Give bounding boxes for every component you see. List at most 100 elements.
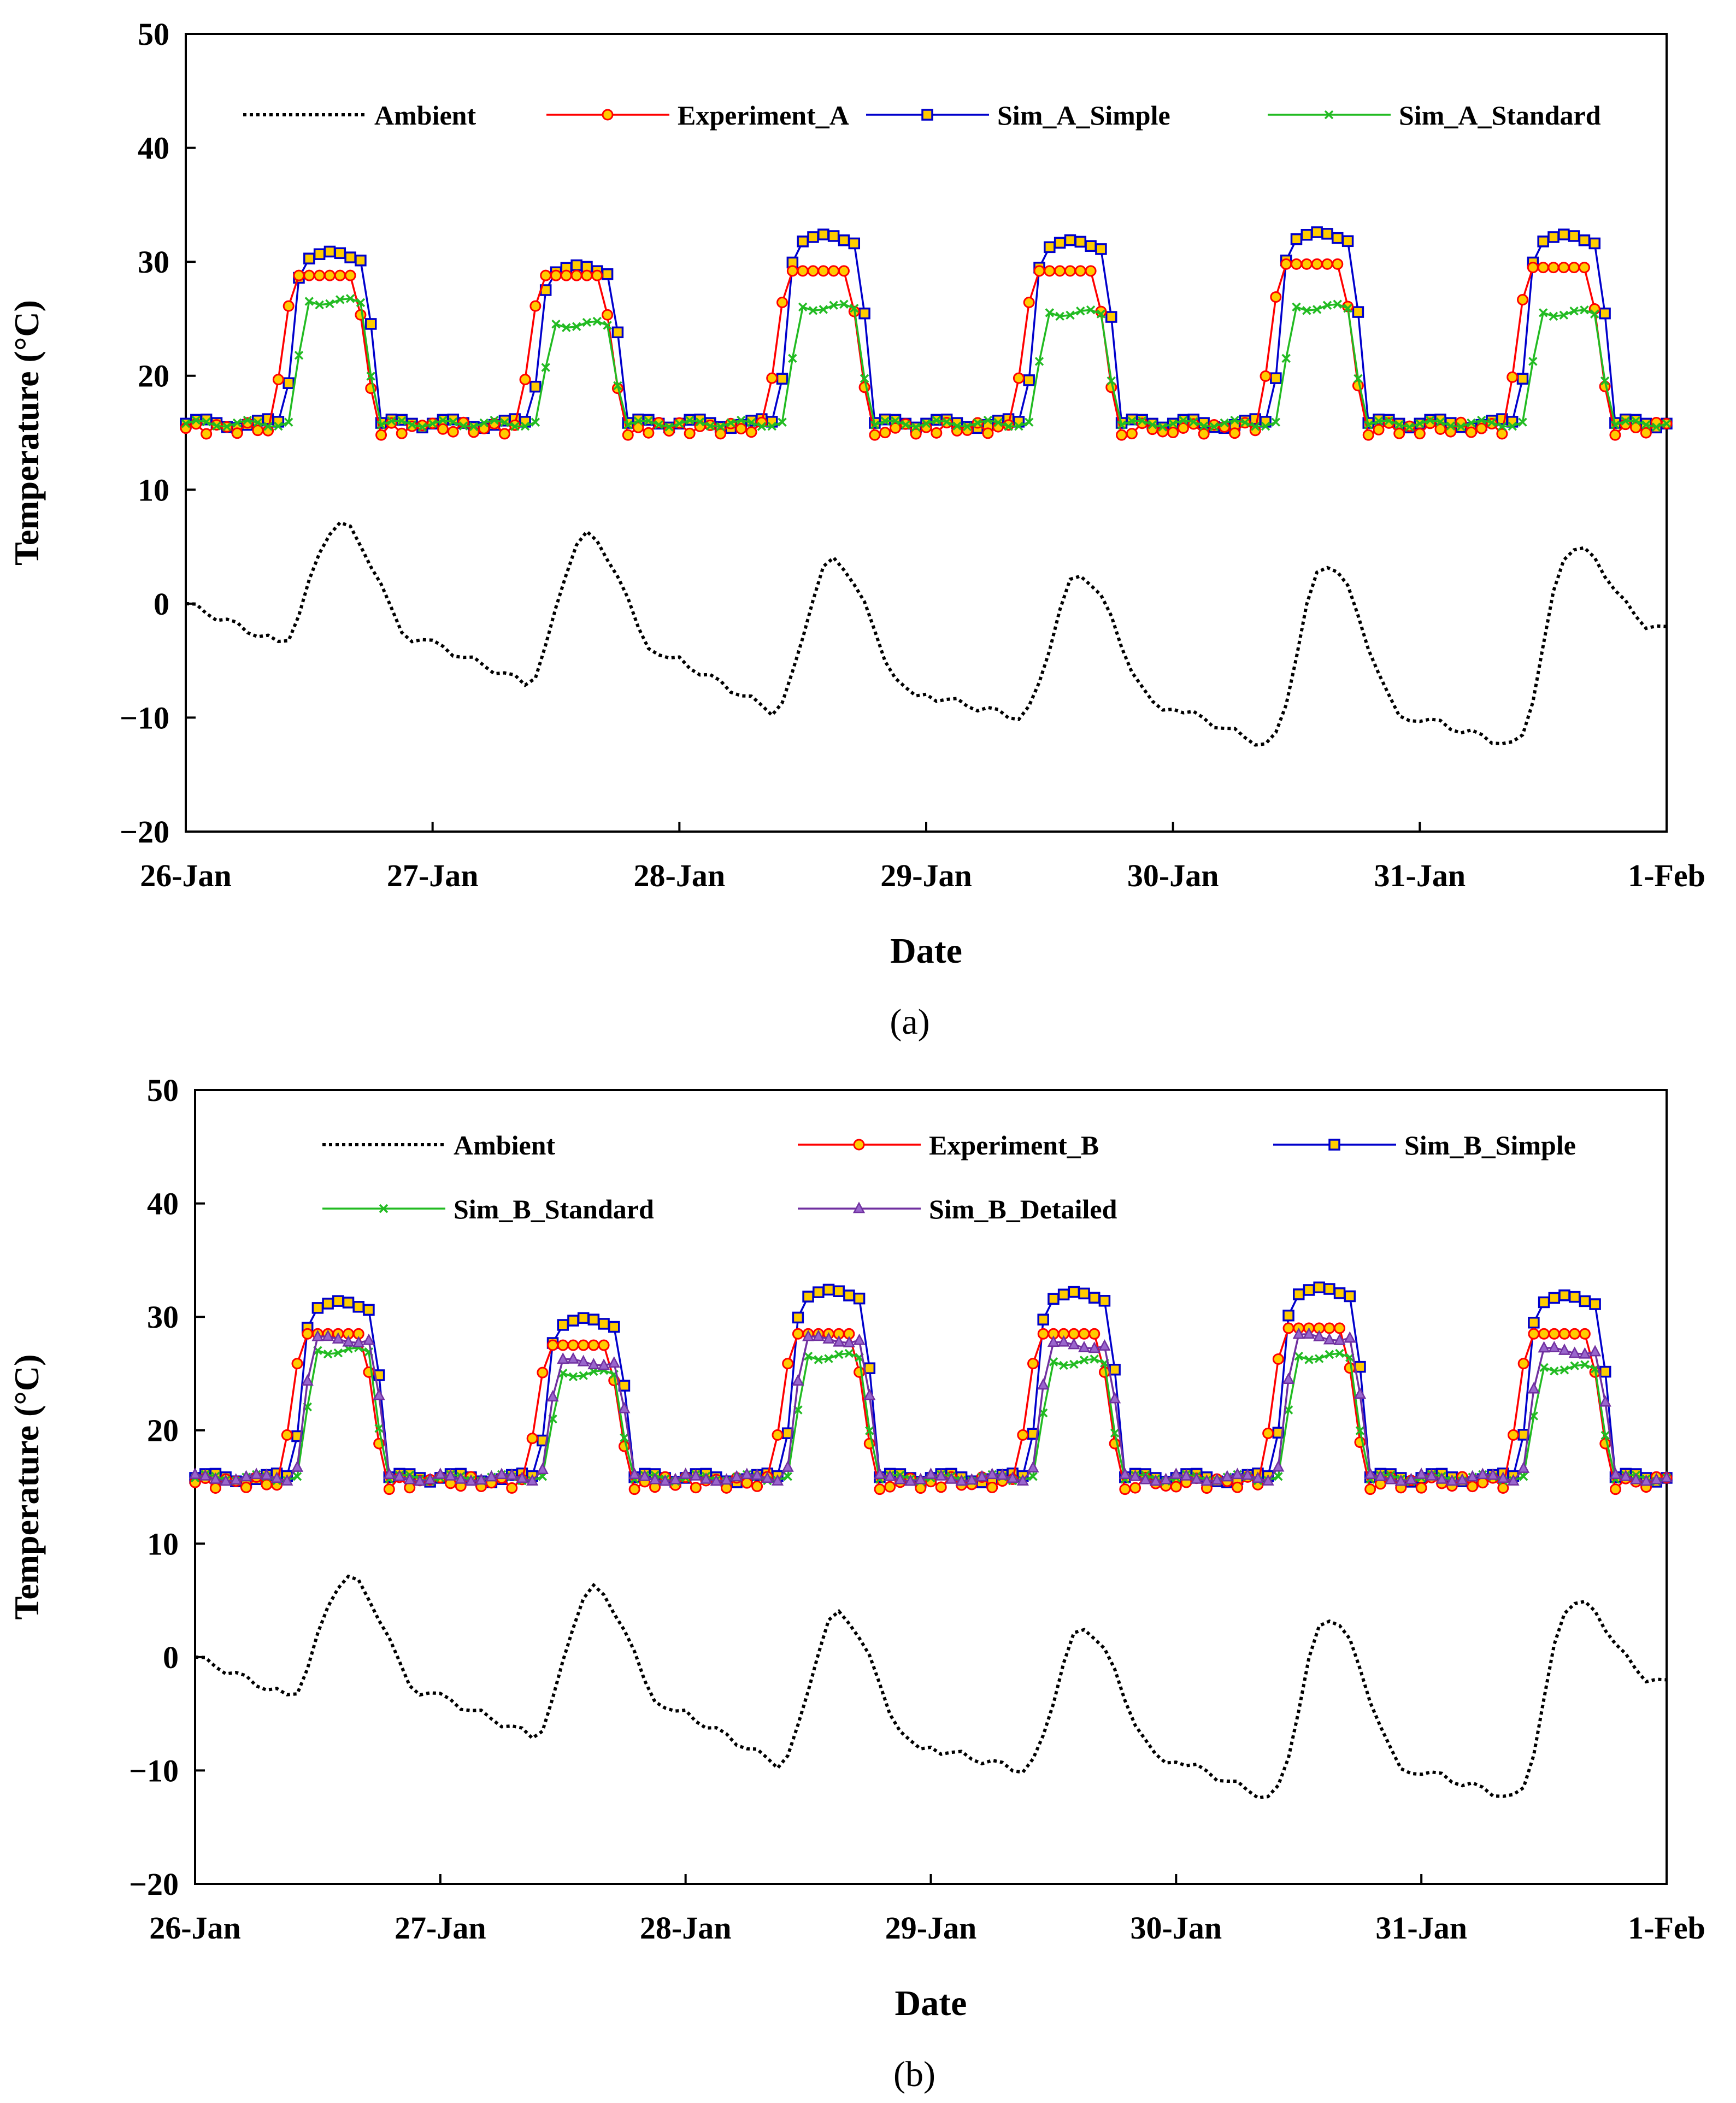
point-experiment bbox=[1023, 297, 1035, 309]
point-detailed bbox=[322, 1329, 334, 1341]
legend-entry: Sim_B_Simple bbox=[1273, 1130, 1576, 1161]
point-standard bbox=[1302, 306, 1311, 315]
x-tick-label: 30-Jan bbox=[1127, 858, 1219, 893]
point-standard bbox=[1137, 416, 1147, 426]
x-tick-label: 26-Jan bbox=[149, 1910, 241, 1946]
legend-marker bbox=[602, 109, 614, 121]
point-simple bbox=[802, 1291, 814, 1303]
point-standard bbox=[1487, 418, 1497, 427]
point-simple bbox=[853, 1292, 866, 1305]
point-detailed bbox=[731, 1470, 743, 1482]
point-simple bbox=[1344, 1290, 1356, 1303]
panel-caption: (a) bbox=[890, 1002, 929, 1042]
point-standard bbox=[1477, 415, 1486, 425]
point-detailed bbox=[1527, 1382, 1540, 1394]
point-standard bbox=[1014, 421, 1023, 431]
point-detailed bbox=[1538, 1341, 1550, 1353]
point-detailed bbox=[475, 1473, 487, 1485]
point-experiment bbox=[1362, 429, 1374, 441]
point-detailed bbox=[966, 1473, 978, 1485]
point-simple bbox=[608, 1321, 620, 1333]
point-standard bbox=[1559, 310, 1569, 320]
y-tick-label: 30 bbox=[138, 244, 169, 280]
point-standard bbox=[1374, 416, 1384, 426]
point-standard bbox=[839, 299, 849, 309]
point-experiment bbox=[323, 269, 336, 281]
point-experiment bbox=[447, 426, 459, 438]
point-experiment bbox=[1229, 427, 1241, 439]
point-experiment bbox=[1344, 1362, 1356, 1374]
point-standard bbox=[798, 302, 808, 312]
point-detailed bbox=[781, 1460, 794, 1472]
point-standard bbox=[1034, 357, 1044, 366]
point-experiment bbox=[1068, 1328, 1080, 1340]
point-experiment bbox=[602, 309, 614, 321]
point-experiment bbox=[581, 269, 593, 281]
point-detailed bbox=[1497, 1471, 1509, 1483]
point-detailed bbox=[1364, 1468, 1376, 1479]
point-simple bbox=[1516, 373, 1529, 385]
point-simple bbox=[1589, 1298, 1601, 1310]
point-standard bbox=[829, 301, 838, 310]
point-detailed bbox=[403, 1472, 416, 1485]
point-standard bbox=[510, 422, 520, 431]
legend-entry: Sim_A_Standard bbox=[1268, 100, 1601, 131]
point-experiment bbox=[272, 374, 284, 386]
point-experiment bbox=[1517, 1358, 1529, 1370]
point-standard bbox=[1250, 422, 1260, 431]
point-simple bbox=[858, 307, 870, 320]
point-standard bbox=[1322, 301, 1332, 310]
point-experiment bbox=[1528, 1328, 1540, 1340]
point-standard bbox=[1446, 421, 1456, 431]
point-experiment bbox=[772, 1429, 784, 1441]
point-detailed bbox=[1507, 1474, 1520, 1486]
point-standard bbox=[1435, 417, 1445, 427]
point-detailed bbox=[1405, 1472, 1417, 1485]
point-detailed bbox=[1323, 1333, 1335, 1345]
point-simple bbox=[848, 237, 861, 250]
series-experiment bbox=[180, 258, 1673, 441]
point-standard bbox=[1312, 305, 1322, 314]
point-experiment bbox=[383, 1483, 395, 1495]
point-simple bbox=[1313, 1281, 1325, 1294]
point-detailed bbox=[311, 1329, 324, 1341]
point-detailed bbox=[853, 1333, 866, 1345]
point-standard bbox=[1096, 309, 1106, 319]
point-experiment bbox=[745, 426, 757, 438]
x-axis-label: Date bbox=[890, 931, 962, 971]
point-detailed bbox=[577, 1354, 590, 1366]
point-standard bbox=[726, 418, 735, 428]
point-standard bbox=[767, 421, 776, 431]
point-detailed bbox=[1262, 1474, 1274, 1486]
point-standard bbox=[469, 422, 479, 432]
point-detailed bbox=[1333, 1333, 1346, 1345]
point-simple bbox=[813, 1286, 825, 1298]
point-detailed bbox=[557, 1352, 569, 1364]
point-detailed bbox=[1660, 1471, 1673, 1483]
point-detailed bbox=[1558, 1343, 1571, 1355]
point-standard bbox=[1333, 299, 1343, 309]
point-experiment bbox=[1033, 265, 1045, 277]
point-experiment bbox=[302, 1328, 314, 1340]
point-experiment bbox=[560, 269, 572, 281]
point-standard bbox=[438, 416, 448, 425]
point-detailed bbox=[526, 1474, 539, 1486]
point-simple bbox=[1537, 235, 1549, 248]
x-tick-label: 31-Jan bbox=[1375, 1910, 1467, 1946]
point-simple bbox=[1293, 1288, 1305, 1300]
point-experiment bbox=[828, 265, 840, 277]
point-detailed bbox=[373, 1388, 385, 1400]
point-standard bbox=[1079, 1356, 1089, 1365]
point-standard bbox=[737, 415, 746, 425]
point-simple bbox=[1558, 228, 1570, 240]
point-standard bbox=[284, 417, 293, 427]
point-standard bbox=[1069, 1359, 1079, 1369]
point-simple bbox=[303, 252, 315, 264]
legend-label: Sim_A_Standard bbox=[1399, 100, 1601, 131]
point-experiment bbox=[1415, 1482, 1427, 1494]
point-experiment bbox=[1467, 1481, 1479, 1493]
point-experiment bbox=[240, 1481, 252, 1493]
point-simple bbox=[807, 231, 819, 243]
point-standard bbox=[844, 1348, 854, 1358]
point-detailed bbox=[362, 1333, 375, 1345]
